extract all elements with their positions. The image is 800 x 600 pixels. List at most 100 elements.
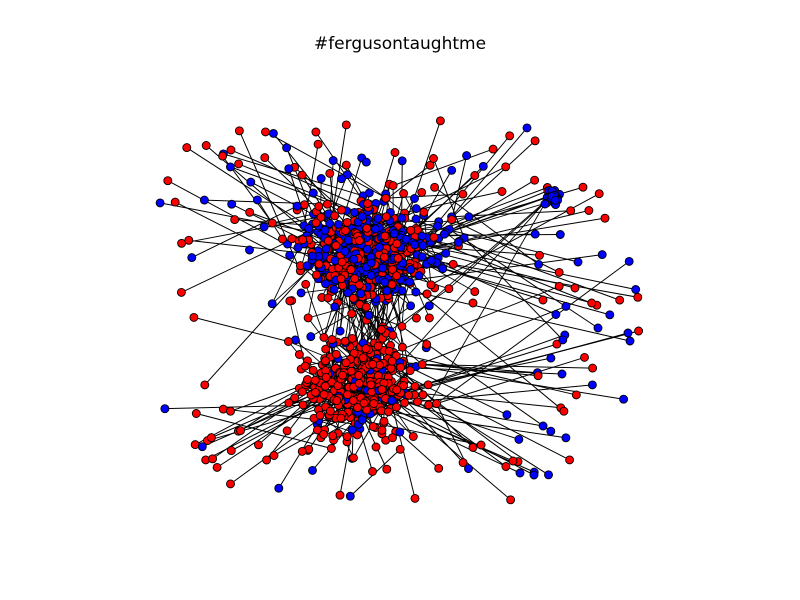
node-red — [399, 189, 409, 198]
edge — [307, 274, 317, 319]
node-blue — [414, 271, 424, 281]
node-red — [260, 153, 270, 163]
node-red — [430, 182, 440, 192]
node-red — [417, 360, 427, 369]
edge — [186, 147, 322, 236]
node-blue — [343, 288, 353, 298]
node-red — [342, 217, 352, 227]
node-blue — [252, 195, 262, 205]
edge — [387, 293, 427, 297]
edge — [196, 412, 332, 450]
node-red — [267, 218, 277, 228]
node-blue — [284, 164, 294, 174]
node-red — [588, 363, 598, 373]
node-blue — [380, 277, 390, 287]
node-red — [254, 440, 263, 450]
node-blue — [357, 415, 367, 425]
node-red — [212, 462, 222, 472]
node-red — [435, 116, 445, 126]
edge — [385, 398, 544, 427]
edge — [390, 408, 514, 462]
node-red — [353, 403, 362, 413]
node-red — [350, 274, 360, 284]
node-red — [320, 381, 330, 391]
node-red — [392, 385, 402, 395]
node-red — [429, 232, 439, 242]
node-red — [390, 148, 400, 157]
node-red — [337, 257, 347, 267]
node-red — [226, 446, 236, 456]
node-red — [419, 207, 429, 217]
node-red — [388, 265, 397, 275]
node-red — [328, 431, 338, 441]
node-blue — [557, 369, 567, 379]
edge — [426, 264, 475, 293]
node-red — [381, 212, 391, 222]
node-red — [234, 159, 244, 169]
node-red — [298, 400, 308, 410]
node-blue — [605, 310, 615, 320]
node-red — [182, 143, 192, 153]
node-red — [189, 312, 199, 322]
edge — [273, 417, 343, 456]
node-red — [311, 218, 321, 228]
node-blue — [337, 174, 346, 184]
node-red — [458, 189, 468, 199]
node-blue — [624, 256, 634, 266]
node-blue — [308, 465, 317, 475]
node-red — [468, 298, 478, 308]
edge — [431, 260, 638, 298]
node-red — [354, 370, 364, 380]
node-blue — [529, 470, 539, 480]
node-red — [340, 226, 350, 236]
node-blue — [411, 204, 421, 214]
node-red — [448, 259, 458, 269]
node-red — [600, 213, 610, 223]
node-red — [330, 211, 340, 221]
node-red — [245, 207, 255, 217]
node-red — [282, 426, 292, 436]
edge — [422, 363, 539, 377]
node-red — [368, 467, 377, 476]
node-blue — [395, 427, 405, 437]
node-red — [373, 341, 383, 351]
node-red — [341, 358, 351, 368]
edge — [193, 316, 289, 342]
node-red — [300, 361, 310, 371]
node-red — [444, 284, 454, 294]
node-blue — [406, 265, 416, 274]
node-blue — [259, 222, 269, 232]
node-blue — [378, 263, 388, 273]
edge — [401, 217, 579, 263]
node-blue — [155, 198, 165, 208]
node-red — [392, 402, 401, 412]
edge — [397, 391, 464, 463]
node-red — [388, 181, 398, 191]
node-red — [348, 293, 358, 303]
node-red — [380, 231, 390, 241]
node-red — [355, 280, 364, 290]
edge — [382, 343, 558, 399]
node-red — [323, 236, 333, 246]
node-blue — [268, 128, 278, 138]
node-red — [381, 193, 391, 203]
node-red — [170, 197, 180, 207]
node-blue — [373, 213, 383, 223]
node-red — [226, 145, 236, 155]
node-blue — [366, 271, 376, 280]
node-red — [368, 359, 378, 369]
edge — [393, 285, 560, 353]
node-red — [429, 154, 438, 163]
node-red — [290, 393, 300, 403]
node-red — [310, 375, 320, 385]
edge — [379, 406, 521, 474]
node-red — [424, 313, 434, 323]
node-blue — [307, 251, 317, 261]
node-blue — [573, 257, 583, 267]
node-blue — [306, 332, 316, 342]
node-red — [565, 455, 575, 465]
node-red — [411, 313, 421, 323]
node-red — [359, 398, 369, 408]
node-red — [338, 370, 348, 380]
